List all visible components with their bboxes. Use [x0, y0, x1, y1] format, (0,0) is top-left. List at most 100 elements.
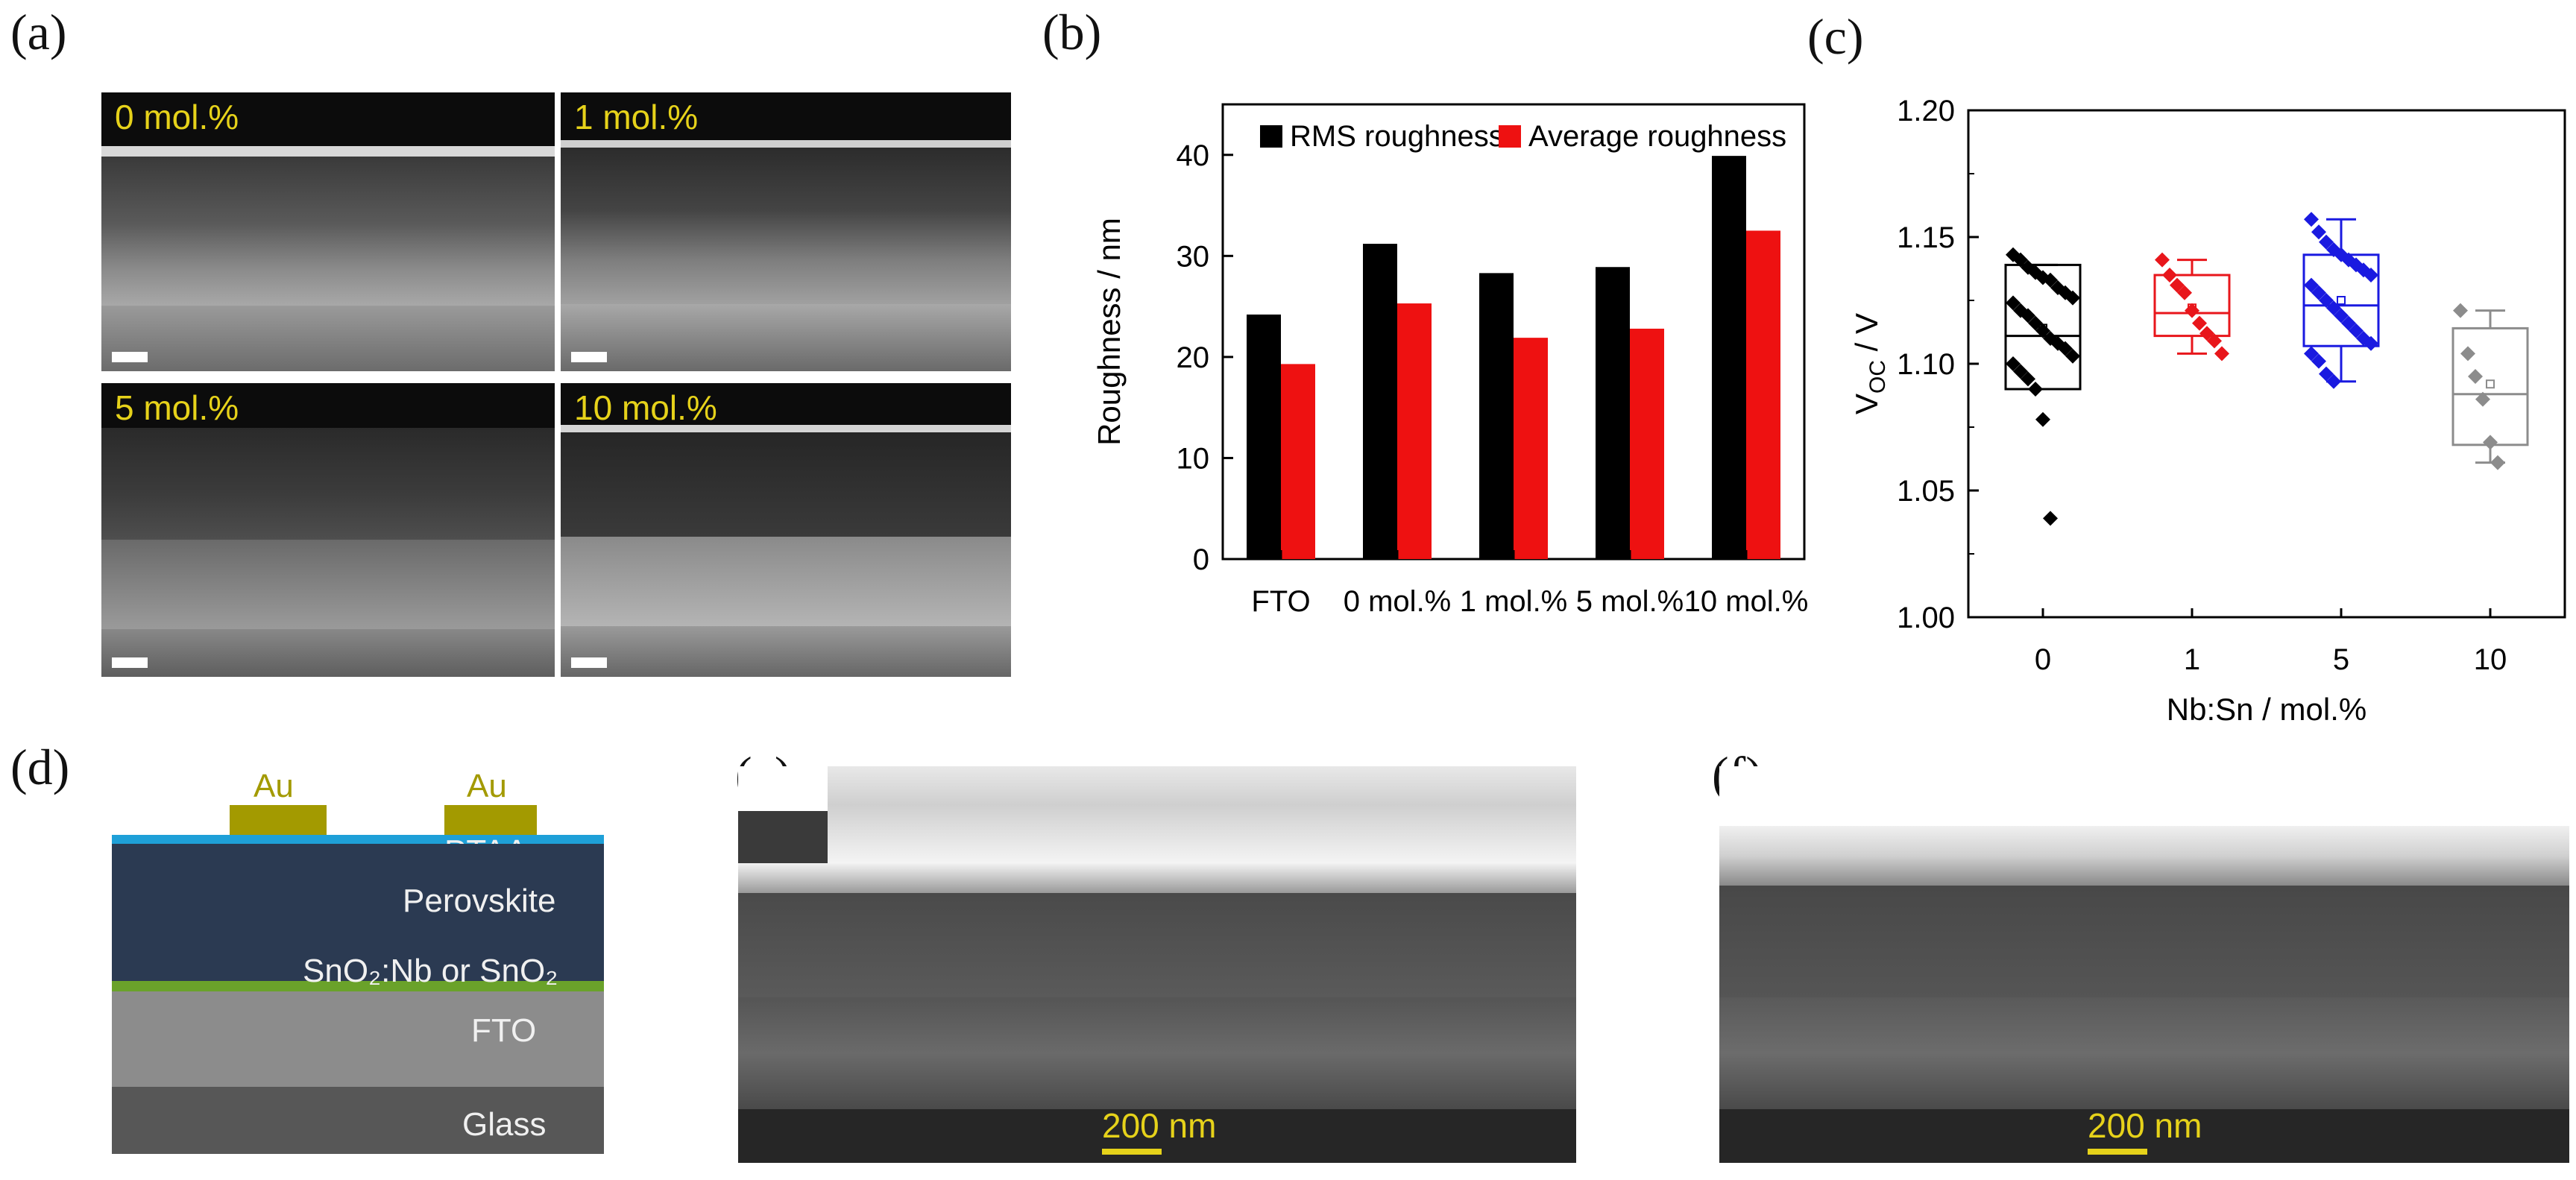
data-point [2207, 333, 2222, 349]
data-point [2013, 252, 2028, 268]
au-label-left: Au [253, 768, 294, 804]
legend-swatch [1499, 125, 1521, 148]
data-point [2483, 435, 2498, 450]
data-point [2065, 348, 2080, 364]
sem-tile-1mol: 1 mol.% [561, 92, 1011, 371]
data-point [2162, 268, 2177, 283]
data-point [2453, 303, 2468, 318]
data-point [2170, 277, 2185, 293]
data-point [2028, 315, 2043, 331]
data-point [2021, 308, 2035, 324]
scale-bar [112, 352, 148, 362]
data-point [2460, 346, 2475, 362]
au-label-right: Au [467, 768, 507, 804]
scale-bar-f: 200 nm [2088, 1105, 2202, 1155]
data-point [2021, 371, 2035, 387]
data-point [2349, 323, 2364, 338]
voc-box-chart: 1.00 1.05 1.10 1.15 1.20 VOC / V 0 1 5 10 Nb:Sn / … [1849, 95, 2566, 727]
data-point [2035, 323, 2050, 338]
data-point [2028, 382, 2043, 397]
data-point [2006, 295, 2021, 311]
x-tick-label: 0 [2035, 643, 2051, 676]
mean-marker [2486, 379, 2495, 389]
x-tick-label: 1 mol.% [1460, 585, 1568, 618]
sem-label: 1 mol.% [574, 98, 699, 136]
data-point [2326, 373, 2341, 389]
data-point [2043, 511, 2058, 526]
y-tick-label: 40 [1177, 139, 1210, 172]
data-point [2319, 234, 2334, 250]
y-tick-label: 1.20 [1897, 95, 1955, 127]
data-point [2065, 290, 2080, 306]
scale-bar-line [2088, 1149, 2147, 1155]
etl-layer [112, 981, 604, 991]
bar-rms [1363, 244, 1397, 559]
data-point [2319, 293, 2334, 308]
scale-bar [571, 352, 607, 362]
bar-average [1397, 303, 1432, 559]
legend-label: Average roughness [1528, 120, 1786, 153]
etl-label: SnO₂:Nb or SnO₂ [303, 953, 558, 989]
bar-rms [1712, 156, 1746, 560]
plot-frame [1967, 109, 2566, 619]
scale-bar [112, 657, 148, 668]
data-point [2326, 300, 2341, 316]
bar-average [1514, 338, 1548, 559]
data-point [2341, 315, 2356, 331]
glass-layer [112, 1087, 604, 1154]
scale-bar [571, 657, 607, 668]
data-point [2192, 315, 2207, 331]
au-contact-right [444, 805, 537, 835]
mean-marker [2337, 296, 2346, 305]
y-tick-label: 1.05 [1897, 475, 1955, 508]
data-point [2319, 366, 2334, 382]
bar-rms [1596, 267, 1630, 559]
y-tick-label: 1.15 [1897, 221, 1955, 254]
y-tick-label: 10 [1177, 442, 1210, 475]
data-point [2334, 308, 2349, 324]
ptaa-layer [112, 835, 604, 844]
x-tick-label: 5 [2333, 643, 2349, 676]
data-point [2035, 411, 2050, 427]
data-point [2475, 391, 2490, 407]
legend-swatch [1260, 125, 1282, 148]
panel-label-b: (b) [1042, 4, 1102, 60]
glass-label: Glass [462, 1106, 547, 1143]
panel-label-a: (a) [10, 4, 67, 60]
y-tick-label: 20 [1177, 341, 1210, 374]
data-point [2490, 455, 2505, 470]
x-tick-label: 0 mol.% [1344, 585, 1452, 618]
x-axis-label: Nb:Sn / mol.% [2167, 692, 2366, 727]
data-point [2311, 353, 2326, 369]
data-point [2214, 346, 2229, 362]
sem-image-e: 200 nm [738, 766, 1576, 1163]
x-tick-label: 1 [2184, 643, 2200, 676]
data-point [2006, 356, 2021, 371]
panel-label-c: (c) [1807, 8, 1864, 65]
sem-tile-5mol: 5 mol.% [101, 383, 555, 677]
x-tick-label: 5 mol.% [1576, 585, 1684, 618]
bar-average [1281, 364, 1315, 559]
data-point [2199, 326, 2214, 341]
y-axis-label: VOC / V [1849, 313, 1890, 414]
roughness-bar-chart: 0 10 20 30 40 Roughness / nm FTO 0 mol.% 1 mol.%… [1092, 103, 1808, 618]
sem-label: 0 mol.% [115, 98, 239, 136]
legend-label: RMS roughness [1290, 120, 1504, 153]
data-point [2013, 364, 2028, 379]
bar-average [1746, 230, 1780, 559]
data-point [2304, 212, 2319, 227]
data-point [2364, 335, 2378, 351]
perovskite-layer [112, 844, 604, 981]
data-point [2311, 285, 2326, 300]
sem-tile-10mol: 10 mol.% [561, 383, 1011, 677]
scale-label: 200 nm [1102, 1106, 1217, 1145]
scale-label: 200 nm [2088, 1106, 2202, 1145]
perovskite-label: Perovskite [403, 883, 556, 919]
x-tick-label: 10 [2474, 643, 2507, 676]
data-point [2304, 346, 2319, 362]
device-stack-diagram: Au Au PTAA Perovskite SnO₂:Nb or SnO₂ FT… [112, 766, 604, 1154]
y-tick-label: 0 [1193, 543, 1209, 576]
y-tick-label: 1.10 [1897, 348, 1955, 381]
y-axis-label: Roughness / nm [1092, 218, 1127, 446]
data-point [2155, 252, 2170, 268]
